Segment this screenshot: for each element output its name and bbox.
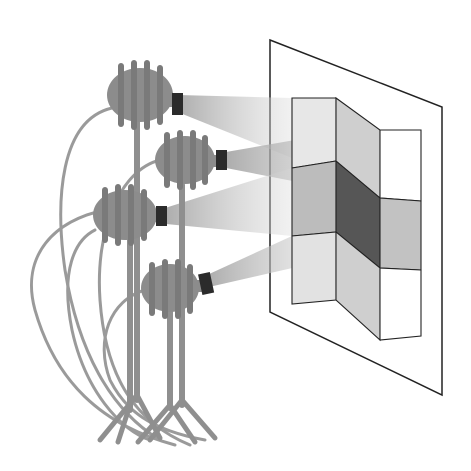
projection-grid (291, 96, 422, 342)
tripod-legs (97, 392, 218, 445)
projector-fin (177, 130, 183, 190)
tripod-leg (179, 397, 218, 441)
projector-fin (157, 65, 163, 125)
tripod-leg (115, 402, 133, 445)
projector-fin (162, 259, 168, 319)
beam-1 (178, 95, 292, 158)
grid-tile (291, 160, 337, 237)
projector-neck (151, 210, 159, 222)
grid-tile (291, 97, 337, 169)
projector-fin (202, 135, 208, 185)
projector-2 (155, 130, 227, 190)
projector-neck (195, 280, 203, 292)
beam-3 (165, 168, 292, 236)
cable (97, 158, 192, 447)
projector-fin (190, 130, 196, 190)
tripod-leg (97, 392, 140, 443)
tripod-leg (147, 397, 185, 443)
projector-fin (144, 60, 150, 130)
projector-body (141, 264, 199, 312)
projector-lens (156, 206, 167, 226)
projector-fin (115, 184, 121, 246)
projector-fin (149, 262, 155, 316)
projector-lens (216, 150, 227, 170)
projector-fin (141, 189, 147, 241)
tripod-leg (135, 402, 173, 445)
projector-lens (172, 93, 183, 115)
projector-1 (107, 60, 183, 130)
projector-3 (93, 184, 167, 246)
projector-lens (198, 271, 215, 296)
projector-fin (118, 63, 124, 127)
projector-body (107, 68, 173, 122)
grid-tile (379, 197, 422, 271)
cable (59, 106, 162, 442)
projector-neck (166, 93, 174, 107)
projector-fin (175, 259, 181, 319)
projector-fin (102, 187, 108, 243)
projector-fin (131, 60, 137, 130)
projectors (93, 60, 227, 319)
tripod-leg (167, 402, 198, 445)
grid-tile (291, 231, 337, 305)
projector-4 (141, 259, 215, 319)
grid-tile (379, 267, 422, 341)
grid-tile (379, 129, 422, 202)
projector-fin (187, 264, 193, 314)
projector-fin (164, 132, 170, 188)
projector-fin (128, 184, 134, 246)
projector-neck (210, 155, 218, 167)
